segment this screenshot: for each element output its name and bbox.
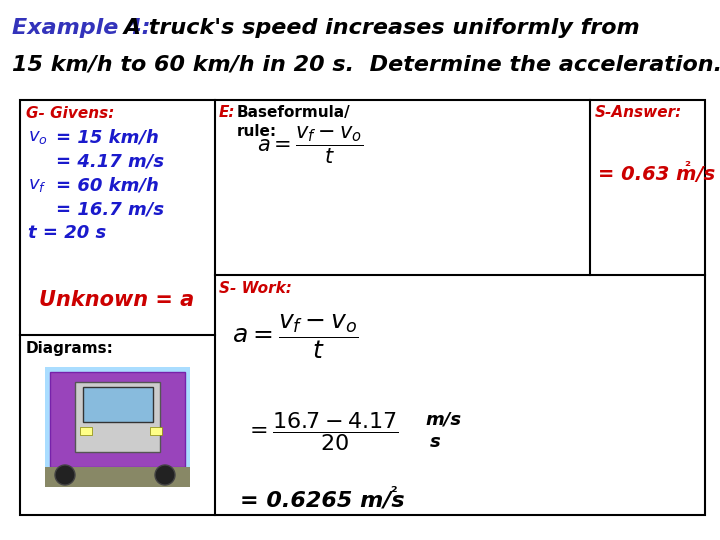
Bar bbox=[150, 427, 162, 435]
Text: $a = \dfrac{v_f - v_o}{t}$: $a = \dfrac{v_f - v_o}{t}$ bbox=[257, 125, 363, 166]
Text: 15 km/h to 60 km/h in 20 s.  Determine the acceleration.: 15 km/h to 60 km/h in 20 s. Determine th… bbox=[12, 54, 720, 74]
Text: ²: ² bbox=[390, 485, 397, 500]
Text: A truck's speed increases uniformly from: A truck's speed increases uniformly from bbox=[116, 18, 639, 38]
Text: S-Answer:: S-Answer: bbox=[595, 105, 683, 120]
Text: rule:: rule: bbox=[237, 124, 277, 139]
Text: $a = \dfrac{v_f - v_o}{t}$: $a = \dfrac{v_f - v_o}{t}$ bbox=[232, 313, 359, 361]
Text: G- Givens:: G- Givens: bbox=[26, 106, 114, 121]
Text: E:: E: bbox=[219, 105, 235, 120]
Text: ²: ² bbox=[684, 160, 690, 174]
Text: = 0.63 m/s: = 0.63 m/s bbox=[598, 165, 715, 184]
Bar bbox=[83, 387, 153, 422]
Bar bbox=[20, 100, 705, 515]
Text: = 60 km/h: = 60 km/h bbox=[56, 176, 159, 194]
Bar bbox=[45, 367, 190, 487]
Text: Diagrams:: Diagrams: bbox=[26, 341, 114, 356]
Text: Unknown = a: Unknown = a bbox=[40, 290, 194, 310]
Text: $v_o$: $v_o$ bbox=[28, 128, 48, 146]
Text: Baseformula/: Baseformula/ bbox=[237, 105, 351, 120]
Circle shape bbox=[155, 465, 175, 485]
Text: = 16.7 m/s: = 16.7 m/s bbox=[56, 200, 164, 218]
Circle shape bbox=[55, 465, 75, 485]
Text: $v_f$: $v_f$ bbox=[28, 176, 47, 194]
Text: $= \dfrac{16.7 - 4.17}{20}$: $= \dfrac{16.7 - 4.17}{20}$ bbox=[245, 410, 399, 453]
Bar bbox=[50, 372, 185, 467]
Text: = 4.17 m/s: = 4.17 m/s bbox=[56, 152, 164, 170]
Text: = 15 km/h: = 15 km/h bbox=[56, 128, 159, 146]
Text: S- Work:: S- Work: bbox=[219, 281, 292, 296]
Text: = 0.6265 m/s: = 0.6265 m/s bbox=[240, 490, 405, 510]
Text: s: s bbox=[430, 433, 441, 451]
Text: t = 20 s: t = 20 s bbox=[28, 224, 107, 242]
Bar bbox=[80, 427, 92, 435]
Bar bbox=[45, 467, 190, 487]
Text: m/s: m/s bbox=[425, 410, 461, 428]
Text: Example 4:: Example 4: bbox=[12, 18, 150, 38]
Bar bbox=[75, 382, 160, 452]
